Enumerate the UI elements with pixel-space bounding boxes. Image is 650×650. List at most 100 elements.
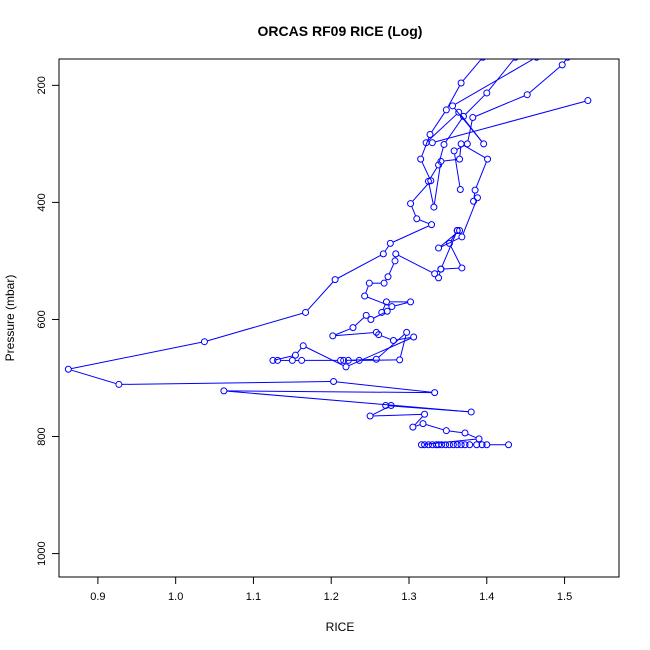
series-segment — [396, 337, 411, 341]
data-point — [269, 356, 277, 364]
y-axis: 200 400 600 800 1000 — [36, 76, 60, 566]
y-tick-label: 600 — [36, 310, 48, 328]
data-point — [431, 389, 439, 397]
data-point — [342, 363, 350, 371]
data-point — [453, 226, 461, 234]
data-point — [435, 244, 443, 252]
data-point — [387, 402, 395, 410]
x-axis-label: RICE — [326, 620, 355, 634]
data-point — [480, 140, 488, 148]
data-point — [375, 331, 383, 339]
data-point — [421, 410, 429, 418]
data-point — [458, 264, 466, 272]
series-segment — [381, 335, 391, 340]
data-point — [438, 441, 446, 449]
data-point — [437, 157, 445, 165]
data-point — [478, 441, 486, 449]
series-segment — [459, 146, 462, 157]
data-point — [367, 315, 375, 323]
series-segment — [121, 381, 331, 385]
data-point — [483, 441, 491, 449]
data-point — [329, 332, 337, 340]
data-point — [291, 351, 299, 359]
data-point — [424, 177, 432, 185]
data-point — [340, 356, 348, 364]
data-point — [115, 380, 123, 388]
series-segment — [454, 107, 483, 142]
series-segment — [447, 85, 461, 108]
data-point — [445, 239, 453, 247]
data-point — [302, 308, 310, 316]
data-point — [349, 324, 357, 332]
series-segment — [394, 302, 408, 307]
data-point — [473, 441, 481, 449]
series-3 — [450, 59, 571, 194]
chart-title: ORCAS RF09 RICE (Log) — [258, 23, 423, 39]
data-point — [380, 279, 388, 287]
y-axis-label: Pressure (mbar) — [3, 275, 17, 362]
series-segment — [454, 59, 535, 105]
data-point — [457, 79, 465, 87]
series-1 — [64, 59, 513, 449]
data-point — [431, 270, 439, 278]
series-segment — [296, 347, 302, 354]
series-segment — [433, 164, 441, 205]
data-point — [362, 311, 370, 319]
data-point — [379, 250, 387, 258]
series-segment — [305, 346, 344, 366]
series-segment — [450, 245, 461, 266]
data-point — [455, 108, 463, 116]
data-point — [361, 292, 369, 300]
data-point — [564, 59, 571, 61]
data-point — [475, 435, 483, 443]
series-segment — [412, 182, 430, 202]
series-segment — [307, 281, 334, 311]
series-segment — [475, 95, 525, 117]
data-point — [410, 333, 418, 341]
data-point — [442, 106, 450, 114]
data-point — [442, 427, 450, 435]
series-4 — [428, 97, 592, 147]
series-segment — [384, 245, 390, 252]
data-point — [378, 308, 386, 316]
series-segment — [563, 59, 567, 63]
data-point — [457, 441, 465, 449]
series-segment — [373, 413, 422, 417]
data-point — [417, 441, 425, 449]
series-segment — [475, 161, 487, 188]
series-5 — [422, 59, 540, 148]
series-segment — [388, 263, 395, 275]
x-tick-label: 1.4 — [479, 591, 494, 603]
data-point — [389, 337, 397, 345]
series-segment — [275, 355, 293, 361]
series-segment — [71, 341, 202, 370]
series-segment — [71, 369, 117, 385]
series-segment — [443, 267, 459, 270]
series-segment — [378, 333, 405, 358]
data-point — [299, 342, 307, 350]
series-segment — [465, 94, 486, 115]
series-segment — [529, 66, 561, 94]
series-segment — [462, 59, 482, 82]
series-segment — [348, 337, 412, 367]
data-point — [449, 441, 457, 449]
series-segment — [425, 424, 444, 431]
data-point — [470, 197, 478, 205]
data-point — [331, 276, 339, 284]
series-segment — [336, 381, 432, 393]
data-point — [337, 356, 345, 364]
data-point — [442, 441, 450, 449]
series-segment — [337, 254, 381, 279]
data-point — [407, 200, 415, 208]
data-point — [384, 273, 392, 281]
series-segment — [414, 416, 423, 426]
data-point — [274, 356, 282, 364]
series-segment — [415, 424, 421, 427]
data-point — [64, 365, 72, 373]
data-point — [413, 215, 421, 223]
data-point — [484, 155, 492, 163]
series-segment — [367, 296, 390, 306]
series-6 — [435, 226, 461, 282]
series-segment — [419, 219, 429, 225]
data-point — [450, 147, 458, 155]
